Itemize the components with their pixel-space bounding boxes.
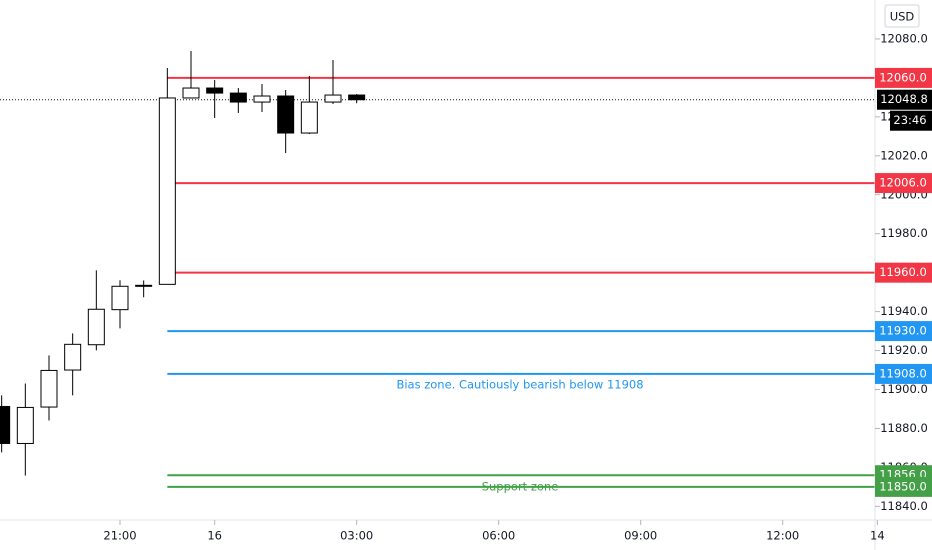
x-tick-label: 12:00 [766,529,799,543]
x-tick-label: 16 [207,529,222,543]
candle-body [0,405,11,444]
countdown-label: 23:46 [893,113,926,127]
level-label: 12060.0 [879,70,927,84]
level-label: 11960.0 [879,265,927,279]
y-tick-label: 12080.0 [880,31,928,45]
currency-box [884,4,920,28]
x-tick-label: 06:00 [482,529,515,543]
level-label-box [875,321,932,342]
candle-body [206,87,224,94]
candle-body [253,95,271,103]
candle-body [64,343,82,371]
annotation: Support zone [482,479,559,493]
annotation: Bias zone. Cautiously bearish below 1190… [396,377,643,391]
y-tick-label: 11840.0 [880,499,928,513]
y-tick-label: 12020.0 [880,148,928,162]
level-label-box [875,262,932,283]
candle-body [87,308,105,346]
candle-body [158,97,176,285]
countdown-box [890,110,932,131]
level-label: 11930.0 [879,324,927,338]
last-price-label: 12048.8 [880,92,928,106]
level-label-box [875,476,932,497]
y-tick-label: 11900.0 [880,382,928,396]
candle-body [277,95,295,134]
candle-body [348,94,366,101]
candle-body [182,87,200,99]
y-tick-label: 11940.0 [880,304,928,318]
x-tick-label: 21:00 [103,529,136,543]
candle-body [111,285,129,311]
last-price-box [877,89,932,110]
x-tick-label: 03:00 [340,529,373,543]
candle-body [135,284,153,287]
candle-body [16,406,34,444]
candle-body [300,101,318,134]
level-label-box [875,173,932,194]
level-label: 11908.0 [879,366,927,380]
level-label: 12006.0 [879,176,927,190]
candle-body [40,369,58,408]
x-tick-label: 14 [870,529,885,543]
level-label: 11850.0 [879,479,927,493]
candle-body [324,94,342,103]
currency: USD [890,10,915,24]
price-axis: 11840.011860.011880.011900.011920.011940… [875,31,932,513]
candle-body [229,92,247,103]
level-label-box [875,67,932,88]
level-label-box [875,363,932,384]
x-tick-label: 09:00 [624,529,657,543]
y-tick-label: 11980.0 [880,226,928,240]
y-tick-label: 11920.0 [880,343,928,357]
plot: Bias zone. Cautiously bearish below 1190… [0,51,875,493]
y-tick-label: 11880.0 [880,421,928,435]
